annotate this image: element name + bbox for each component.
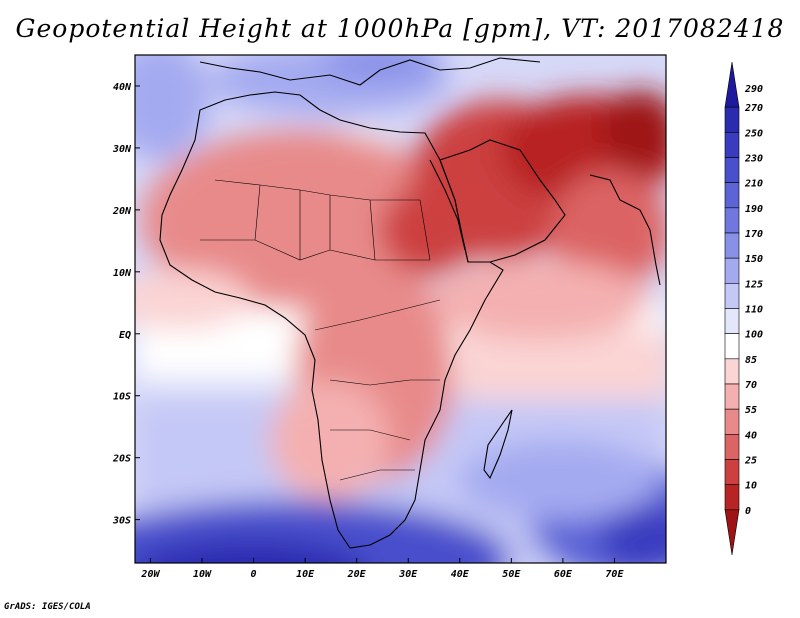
colorbar-swatch <box>724 207 740 234</box>
lat-tick-label: 20N <box>112 206 132 217</box>
colorbar-swatch <box>724 459 740 485</box>
lon-tick-label: 70E <box>605 569 624 580</box>
colorbar-swatch <box>724 283 740 309</box>
colorbar-swatch <box>724 358 740 385</box>
colorbar-swatch <box>724 61 740 108</box>
colorbar-label: 25 <box>744 456 757 467</box>
lon-tick-label: 20E <box>347 569 367 580</box>
colorbar-swatch <box>724 333 740 360</box>
lat-tick-labels: 40N 30N 20N 10N EQ 10S 20S 30S <box>112 82 140 527</box>
colorbar-swatch <box>724 509 740 556</box>
colorbar-label: 10 <box>745 481 757 492</box>
lon-tick-label: 10E <box>296 569 315 580</box>
colorbar-swatch <box>724 182 740 209</box>
colorbar-label: 150 <box>745 254 763 265</box>
india-outline <box>589 174 661 286</box>
colorbar-swatch <box>724 157 740 183</box>
colorbar-swatch <box>724 106 740 133</box>
lon-tick-label: 30E <box>398 569 418 580</box>
colorbar-label: 250 <box>744 128 763 139</box>
colorbar: 2902702502302101901701501251101008570554… <box>724 61 763 556</box>
colorbar-swatch <box>724 434 740 460</box>
map-frame <box>134 54 667 564</box>
chart-title: Geopotential Height at 1000hPa [gpm], VT… <box>15 14 785 43</box>
colorbar-label: 70 <box>745 380 757 391</box>
lat-tick-label: 10S <box>113 392 131 403</box>
colorbar-label: 55 <box>745 405 757 416</box>
lon-tick-labels: 20W 10W 0 10E 20E 30E 40E 50E 60E 70E <box>140 558 624 580</box>
lon-tick-label: 10W <box>193 569 212 580</box>
lat-tick-label: 30N <box>112 144 132 155</box>
colorbar-label: 125 <box>745 279 763 290</box>
colorbar-swatch <box>724 132 740 158</box>
lat-tick-label: EQ <box>119 330 131 341</box>
colorbar-label: 110 <box>745 305 763 316</box>
lat-tick-label: 20S <box>112 454 131 465</box>
lon-tick-label: 60E <box>554 569 573 580</box>
colorbar-swatch <box>724 308 740 334</box>
colorbar-label: 190 <box>745 204 763 215</box>
colorbar-label: 170 <box>745 229 763 240</box>
colorbar-swatch <box>724 408 740 435</box>
lat-tick-label: 40N <box>113 82 132 93</box>
lon-tick-label: 20W <box>140 569 160 580</box>
lon-tick-label: 0 <box>251 569 257 580</box>
colorbar-label: 100 <box>745 330 763 341</box>
country-borders <box>200 179 441 481</box>
grads-credit: GrADS: IGES/COLA <box>4 602 91 612</box>
colorbar-label: 230 <box>744 154 763 165</box>
lon-tick-label: 50E <box>502 569 521 580</box>
colorbar-label: 210 <box>744 179 763 190</box>
colorbar-swatch <box>724 383 740 410</box>
colorbar-label: 270 <box>744 103 763 114</box>
europe-outline <box>199 57 541 86</box>
colorbar-swatch <box>724 257 740 284</box>
red-sea-outline <box>429 159 466 251</box>
coastlines <box>159 57 661 549</box>
africa-outline <box>159 91 504 549</box>
colorbar-swatch <box>724 232 740 259</box>
colorbar-label: 85 <box>745 355 757 366</box>
colorbar-label: 40 <box>745 430 757 441</box>
colorbar-swatch <box>724 484 740 511</box>
colorbar-label: 290 <box>744 84 763 95</box>
height-field <box>135 55 666 563</box>
lat-tick-label: 30S <box>112 516 131 527</box>
madagascar-outline <box>483 409 513 480</box>
lat-tick-label: 10N <box>113 268 132 279</box>
lon-tick-label: 40E <box>451 569 470 580</box>
colorbar-label: 0 <box>745 506 751 517</box>
